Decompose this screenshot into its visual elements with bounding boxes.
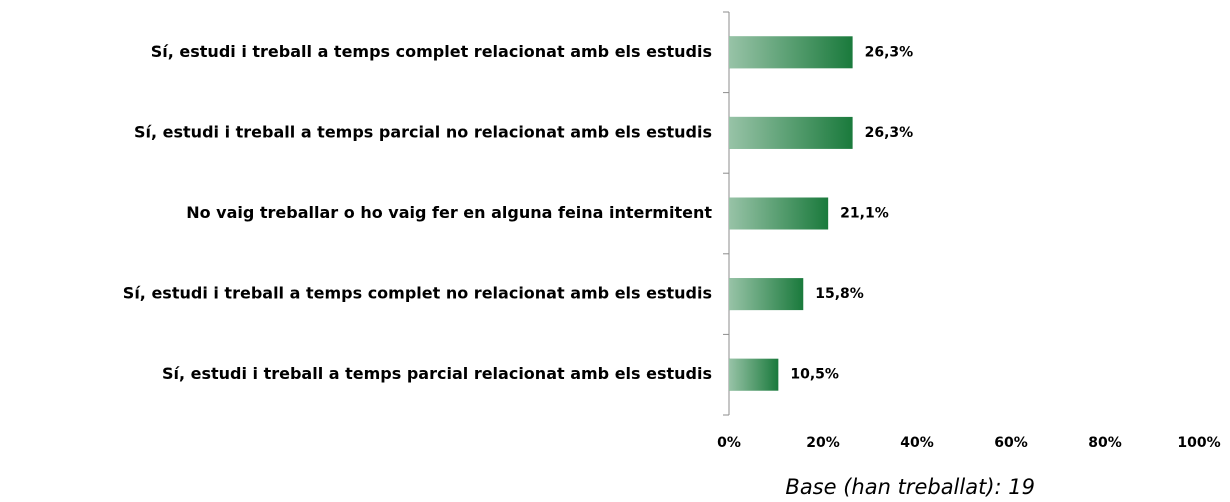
- annotation: Base (han treballat): 19: [785, 475, 1035, 499]
- category-label: Sí, estudi i treball a temps parcial no …: [134, 122, 712, 141]
- category-label: Sí, estudi i treball a temps complet no …: [123, 284, 712, 303]
- bar-group: [729, 36, 853, 69]
- bar-group: [729, 197, 829, 230]
- bar-shade: [729, 36, 853, 69]
- bar-shade: [729, 197, 829, 230]
- x-tick-label: 80%: [1088, 435, 1122, 451]
- value-label: 10,5%: [790, 367, 839, 383]
- bar-group: [729, 116, 853, 149]
- value-label: 21,1%: [840, 206, 889, 222]
- bar-shade: [729, 358, 779, 391]
- value-label: 26,3%: [865, 44, 914, 60]
- bar-shade: [729, 278, 804, 311]
- x-tick-label: 100%: [1177, 435, 1220, 451]
- x-tick-label: 0%: [717, 435, 741, 451]
- value-label: 15,8%: [815, 286, 864, 302]
- x-tick-label: 40%: [900, 435, 934, 451]
- x-tick-label: 60%: [994, 435, 1028, 451]
- x-tick-label: 20%: [806, 435, 840, 451]
- bar-shade: [729, 116, 853, 149]
- bar-group: [729, 358, 779, 391]
- value-label: 26,3%: [865, 125, 914, 141]
- category-label: Sí, estudi i treball a temps parcial rel…: [162, 364, 712, 383]
- category-label: Sí, estudi i treball a temps complet rel…: [151, 42, 712, 61]
- category-label: No vaig treballar o ho vaig fer en algun…: [186, 203, 712, 222]
- bar-group: [729, 278, 804, 311]
